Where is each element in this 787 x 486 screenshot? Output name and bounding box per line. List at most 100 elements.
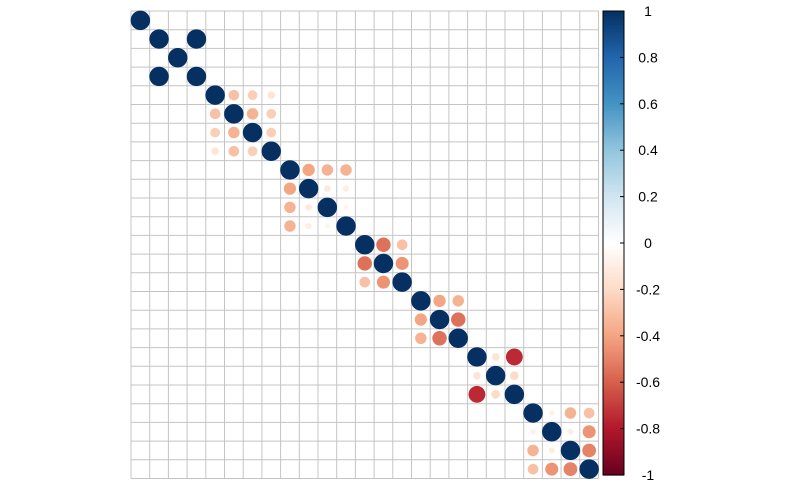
correlation-circle: [582, 425, 596, 439]
colorbar-segment: [603, 143, 624, 147]
colorbar-tick-label: -1: [642, 467, 655, 483]
colorbar-segment: [603, 289, 624, 293]
colorbar-segment: [603, 256, 624, 260]
colorbar-segment: [603, 310, 624, 314]
colorbar-tick-label: -0.6: [636, 374, 660, 390]
colorbar-segment: [603, 41, 624, 45]
colorbar-segment: [603, 259, 624, 263]
correlation-circle: [583, 407, 595, 419]
colorbar-segment: [603, 423, 624, 427]
correlation-circle: [283, 182, 297, 195]
colorbar-segment: [603, 147, 624, 151]
correlation-circle: [542, 422, 562, 442]
correlation-circle: [473, 371, 481, 380]
colorbar-segment: [603, 333, 624, 337]
correlation-circle: [261, 141, 281, 161]
colorbar-segment: [603, 426, 624, 430]
colorbar-segment: [603, 229, 624, 232]
correlation-circle: [266, 108, 277, 119]
correlation-circle: [317, 197, 338, 218]
colorbar-segment: [603, 110, 624, 114]
colorbar-segment: [603, 113, 624, 116]
colorbar-segment: [603, 120, 624, 123]
colorbar-segment: [603, 324, 624, 328]
colorbar-segment: [603, 205, 624, 209]
colorbar-segment: [603, 270, 624, 274]
colorbar-segment: [603, 24, 624, 28]
colorbar-segment: [603, 335, 624, 339]
colorbar-segment: [603, 412, 624, 416]
correlation-circle: [485, 365, 506, 386]
colorbar-segment: [603, 11, 624, 14]
correlation-circle: [395, 256, 409, 270]
colorbar-segment: [603, 108, 624, 112]
colorbar-segment: [603, 27, 624, 31]
colorbar-segment: [603, 263, 624, 267]
colorbar-segment: [603, 396, 624, 400]
correlation-circle: [205, 85, 225, 105]
colorbar-segment: [603, 164, 624, 168]
correlation-circle: [357, 256, 372, 271]
colorbar-segment: [603, 50, 624, 54]
colorbar-segment: [603, 150, 624, 154]
colorbar-segment: [603, 352, 624, 355]
correlation-circle: [323, 185, 331, 193]
colorbar-tick-label: -0.2: [636, 281, 660, 297]
colorbar-segment: [603, 13, 624, 17]
colorbar-segment: [603, 226, 624, 230]
colorbar-segment: [603, 393, 624, 397]
correlation-circle: [149, 66, 169, 87]
colorbar-segment: [603, 36, 624, 40]
colorbar-segment: [603, 331, 624, 335]
colorbar-segment: [603, 444, 624, 448]
colorbar-segment: [603, 71, 624, 75]
colorbar-segment: [603, 414, 624, 418]
colorbar-segment: [603, 210, 624, 214]
colorbar-segment: [603, 201, 624, 205]
colorbar-segment: [603, 317, 624, 321]
colorbar-segment: [603, 275, 624, 279]
colorbar-segment: [603, 303, 624, 307]
correlation-circle: [228, 89, 240, 101]
correlation-circle: [266, 127, 277, 138]
colorbar-segment: [603, 472, 624, 476]
colorbar-segment: [603, 161, 624, 165]
colorbar-segment: [603, 59, 624, 63]
colorbar-segment: [603, 298, 624, 302]
colorbar-segment: [603, 173, 624, 177]
colorbar-segment: [603, 212, 624, 216]
correlation-circle: [567, 428, 574, 435]
correlation-circle: [228, 126, 240, 139]
correlation-circle: [560, 440, 581, 461]
colorbar-segment: [603, 48, 624, 52]
correlation-circle: [324, 223, 330, 229]
colorbar-segment: [603, 122, 624, 126]
colorbar-segment: [603, 187, 624, 191]
colorbar-segment: [603, 154, 624, 158]
correlation-circle: [284, 201, 296, 214]
colorbar-segment: [603, 75, 624, 79]
colorbar-segment: [603, 73, 624, 77]
colorbar-tick-label: 1: [644, 3, 652, 19]
colorbar-segment: [603, 208, 624, 212]
correlation-circle: [242, 122, 263, 143]
colorbar-segment: [603, 338, 624, 342]
colorbar-segment: [603, 191, 624, 195]
colorbar-segment: [603, 231, 624, 235]
colorbar-segment: [603, 96, 624, 100]
colorbar-segment: [603, 389, 624, 393]
colorbar-segment: [603, 456, 624, 460]
colorbar-segment: [603, 233, 624, 237]
colorbar-segment: [603, 180, 624, 184]
correlation-circle: [579, 459, 599, 479]
colorbar-segment: [603, 307, 624, 311]
correlation-circle: [355, 235, 375, 255]
colorbar-segment: [603, 468, 624, 471]
correlation-circle: [491, 353, 500, 361]
colorbar-segment: [603, 407, 624, 411]
colorbar-segment: [603, 89, 624, 93]
colorbar-segment: [603, 382, 624, 386]
correlation-circles: [130, 10, 599, 479]
colorbar-segment: [603, 198, 624, 202]
correlation-circle: [396, 239, 408, 251]
